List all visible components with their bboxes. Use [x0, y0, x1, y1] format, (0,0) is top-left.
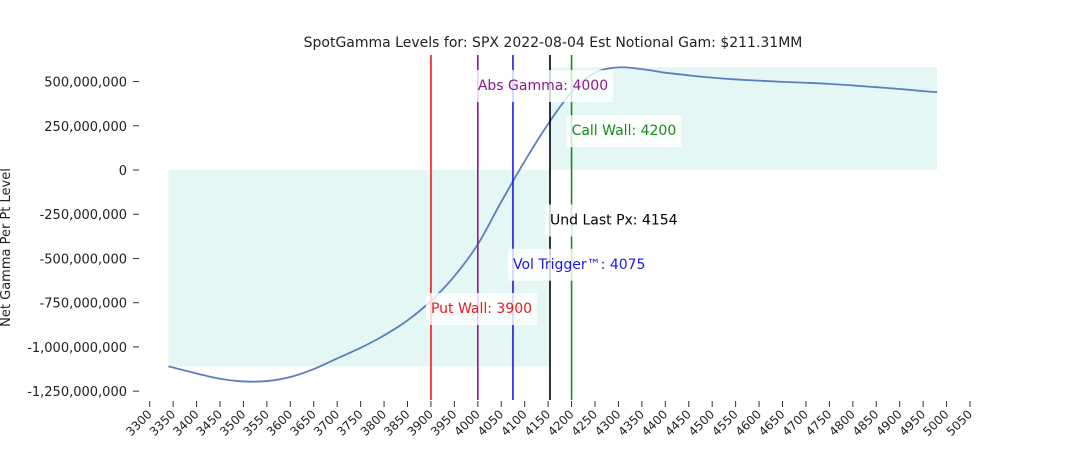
y-tick-label: -1,000,000,000 [27, 341, 127, 356]
x-tick-label: 4900 [873, 407, 904, 438]
x-tick-label: 3650 [287, 407, 318, 438]
y-axis: 500,000,000 250,000,000 0 -250,000,000 -500,… [27, 76, 139, 400]
x-tick-label: 4850 [850, 407, 881, 438]
x-tick-label: 4450 [662, 407, 693, 438]
abs-gamma-label-box [472, 70, 614, 103]
y-tick-label: 0 [119, 164, 127, 179]
call-wall-label: Call Wall: 4200 [572, 123, 677, 139]
x-tick-label: 4500 [686, 407, 717, 438]
x-tick-label: 3300 [123, 407, 154, 438]
x-tick-label: 5000 [920, 407, 951, 438]
fill-regions [168, 67, 938, 367]
x-tick-label: 5050 [944, 407, 975, 438]
x-tick-label: 4350 [615, 407, 646, 438]
y-tick-label: -500,000,000 [40, 252, 127, 267]
x-tick-label: 4650 [756, 407, 787, 438]
put-wall-label: Put Wall: 3900 [431, 301, 532, 317]
x-tick-label: 4750 [803, 407, 834, 438]
x-tick-label: 4250 [569, 407, 600, 438]
x-tick-label: 3550 [240, 407, 271, 438]
x-tick-label: 4550 [709, 407, 740, 438]
x-tick-label: 4000 [451, 407, 482, 438]
chart-title: SpotGamma Levels for: SPX 2022-08-04 Est… [304, 35, 803, 51]
x-tick-label: 3600 [264, 407, 295, 438]
x-tick-label: 3800 [358, 407, 389, 438]
x-tick-label: 4950 [897, 407, 928, 438]
x-tick-label: 3850 [381, 407, 412, 438]
x-tick-label: 4700 [780, 407, 811, 438]
x-tick-label: 3500 [217, 407, 248, 438]
fill-region-1 [168, 170, 550, 367]
x-tick-label: 3900 [405, 407, 436, 438]
x-tick-label: 3700 [311, 407, 342, 438]
y-tick-label: 500,000,000 [44, 76, 127, 91]
x-tick-label: 4800 [826, 407, 857, 438]
x-tick-label: 4100 [498, 407, 529, 438]
x-tick-label: 4300 [592, 407, 623, 438]
x-tick-label: 3950 [428, 407, 459, 438]
x-tick-label: 4050 [475, 407, 506, 438]
vol-trigger-label: Vol Trigger™: 4075 [513, 257, 645, 273]
x-tick-label: 4400 [639, 407, 670, 438]
gamma-curve [168, 66, 938, 383]
x-tick-label: 3400 [170, 407, 201, 438]
x-tick-label: 4200 [545, 407, 576, 438]
und-last-px-label: Und Last Px: 4154 [550, 213, 678, 229]
y-axis-label: Net Gamma Per Pt Level [0, 168, 14, 327]
und-last-px-label-box [545, 204, 683, 237]
y-tick-label: -1,250,000,000 [27, 385, 127, 400]
vol-trigger-label-box [507, 248, 651, 281]
x-tick-label: 3350 [147, 407, 178, 438]
y-tick-label: -250,000,000 [40, 208, 127, 223]
level-lines: Put Wall: 3900 Abs Gamma: 4000 Vol Trigger… [425, 55, 683, 400]
call-wall-label-box [566, 115, 682, 148]
put-wall-label-box [425, 293, 538, 325]
x-tick-label: 3450 [194, 407, 225, 438]
y-tick-label: 250,000,000 [44, 120, 127, 135]
abs-gamma-label: Abs Gamma: 4000 [478, 78, 608, 94]
x-tick-label: 4600 [733, 407, 764, 438]
x-tick-label: 4150 [522, 407, 553, 438]
x-tick-label: 3750 [334, 407, 365, 438]
x-axis: 3300335034003450350035503600365037003750… [123, 401, 975, 439]
y-tick-label: -750,000,000 [40, 297, 127, 312]
series-line-1 [168, 66, 938, 383]
